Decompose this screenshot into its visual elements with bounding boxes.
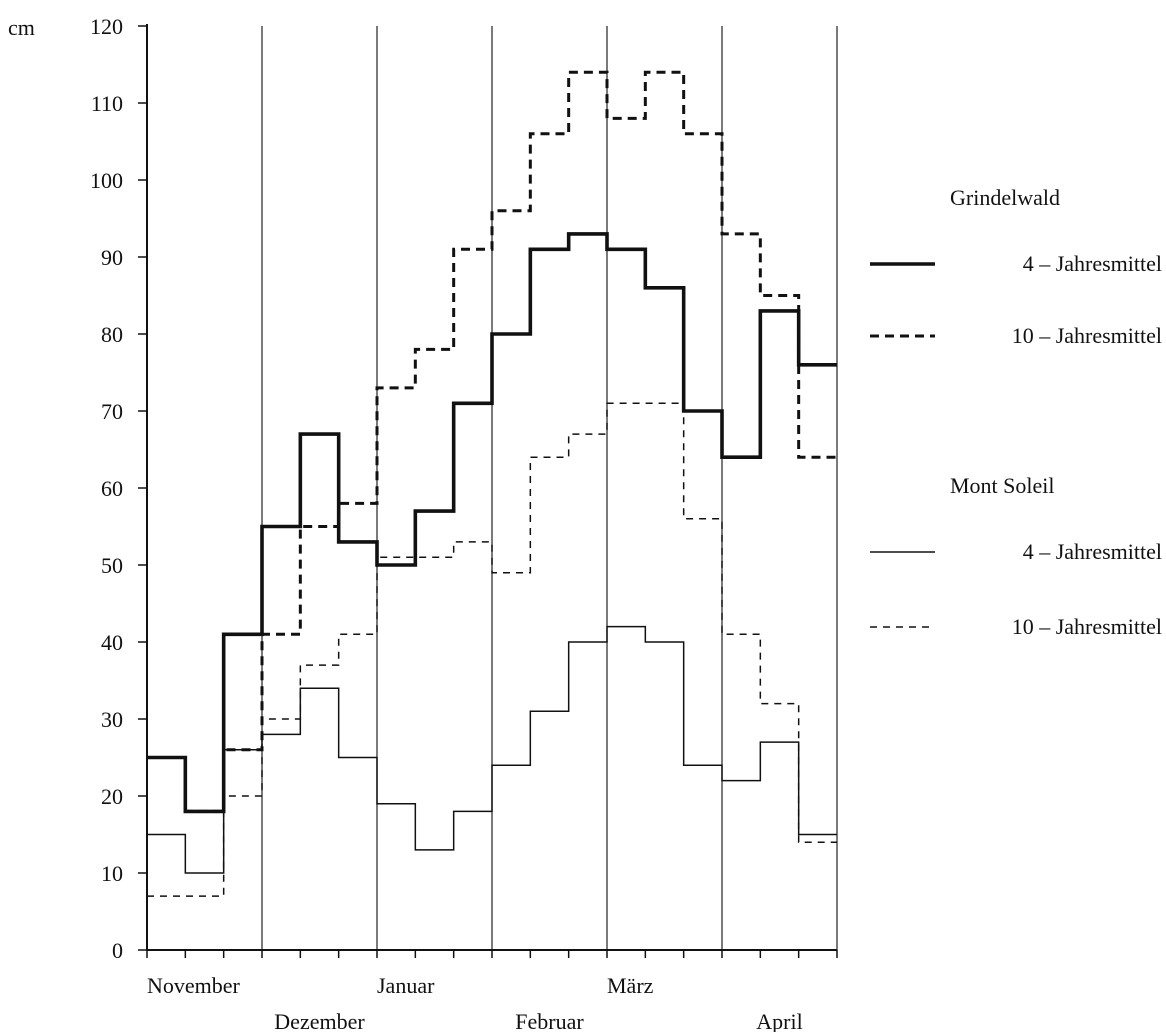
y-tick-label: 50 xyxy=(101,553,123,578)
y-tick-label: 40 xyxy=(101,630,123,655)
series-line-2 xyxy=(147,70,837,813)
legend-entry-label: 4 – Jahresmittel xyxy=(1023,251,1162,276)
y-axis-ticks: 0 10 20 30 40 50 60 70 80 90 100 110 120 xyxy=(90,14,147,963)
month-label: Januar xyxy=(377,973,435,998)
legend-entry-label: 10 – Jahresmittel xyxy=(1012,323,1162,348)
y-tick-label: 70 xyxy=(101,399,123,424)
data-series xyxy=(147,70,837,897)
y-tick-label: 30 xyxy=(101,707,123,732)
month-gridlines xyxy=(261,26,838,950)
y-tick-label: 90 xyxy=(101,245,123,270)
legend-group-title: Mont Soleil xyxy=(950,473,1055,498)
y-tick-label: 10 xyxy=(101,861,123,886)
y-tick-label: 20 xyxy=(101,784,123,809)
x-axis-month-labels: November Dezember Januar Februar März April xyxy=(147,973,803,1032)
y-axis-unit: cm xyxy=(8,15,35,40)
legend: Grindelwald 4 – Jahresmittel 10 – Jahresmi… xyxy=(870,185,1162,639)
y-tick-label: 100 xyxy=(90,168,123,193)
month-label: März xyxy=(607,973,654,998)
series-line-4 xyxy=(147,402,837,897)
month-label: Dezember xyxy=(274,1009,365,1032)
y-tick-label: 0 xyxy=(112,938,123,963)
legend-entry-label: 4 – Jahresmittel xyxy=(1023,539,1162,564)
legend-entry-label: 10 – Jahresmittel xyxy=(1012,614,1162,639)
legend-group-title: Grindelwald xyxy=(950,185,1060,210)
y-tick-label: 60 xyxy=(101,476,123,501)
y-tick-label: 110 xyxy=(91,91,123,116)
y-tick-label: 120 xyxy=(90,14,123,39)
series-line-1 xyxy=(147,232,837,814)
y-tick-label: 80 xyxy=(101,322,123,347)
month-label: April xyxy=(756,1009,802,1032)
month-label: November xyxy=(147,973,241,998)
month-label: Februar xyxy=(515,1009,584,1032)
